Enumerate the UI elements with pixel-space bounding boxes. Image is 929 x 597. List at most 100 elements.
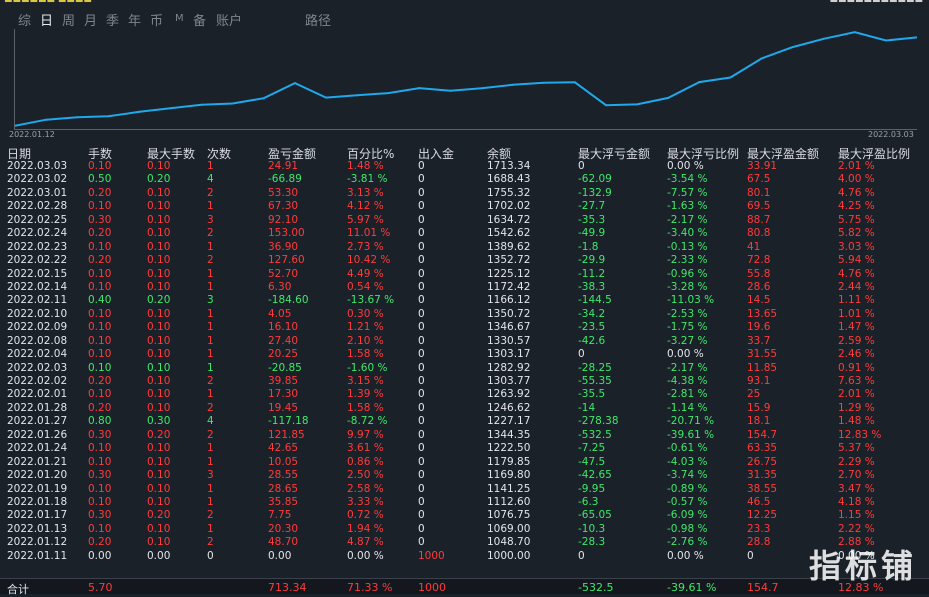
cell-8: 0 bbox=[578, 160, 585, 172]
tab-1[interactable]: 日 bbox=[40, 14, 54, 29]
col-header-3[interactable]: 次数 bbox=[207, 147, 232, 161]
cell-6: 0 bbox=[418, 482, 425, 495]
cell-1: 0.40 bbox=[88, 294, 112, 307]
cell-5: 0.54 % bbox=[347, 280, 384, 293]
cell-11: 1.11 % bbox=[838, 294, 875, 307]
cell-4: 53.30 bbox=[268, 186, 299, 199]
total-cell-5: 71.33 % bbox=[347, 581, 393, 594]
cell-6: 1000 bbox=[418, 549, 445, 562]
cell-7: 1713.34 bbox=[487, 160, 531, 172]
cell-3: 2 bbox=[207, 186, 214, 199]
tab-8[interactable]: 备 bbox=[193, 14, 207, 29]
cell-9: -11.03 % bbox=[667, 294, 715, 307]
col-header-11[interactable]: 最大浮盈比例 bbox=[838, 147, 911, 161]
cell-7: 1634.72 bbox=[487, 213, 531, 226]
cell-5: 1.58 % bbox=[347, 348, 384, 361]
cell-4: 6.30 bbox=[268, 280, 292, 293]
cell-10: 67.5 bbox=[747, 173, 771, 186]
table-row: 2022.01.19 0.10 0.10 1 28.65 2.58 % 0 1141.25 -9… bbox=[0, 483, 929, 496]
equity-point-20 bbox=[636, 103, 639, 106]
cell-0: 2022.03.03 bbox=[7, 160, 68, 172]
cell-0: 2022.02.10 bbox=[7, 307, 68, 320]
cell-5: 2.10 % bbox=[347, 334, 384, 347]
cell-9: -2.76 % bbox=[667, 536, 708, 549]
cell-7: 1225.12 bbox=[487, 267, 531, 280]
table-row: 2022.02.02 0.20 0.10 2 39.85 3.15 % 0 1303.77 -5… bbox=[0, 375, 929, 388]
cell-9: 0.00 % bbox=[667, 160, 704, 172]
col-header-8[interactable]: 最大浮亏金额 bbox=[578, 147, 651, 161]
cell-5: 5.97 % bbox=[347, 213, 384, 226]
col-header-10[interactable]: 最大浮盈金额 bbox=[747, 147, 820, 161]
cell-11: 1.47 % bbox=[838, 321, 875, 334]
tab-5[interactable]: 年 bbox=[128, 14, 142, 29]
tab-6[interactable]: 币 bbox=[150, 14, 164, 29]
cell-2: 0.10 bbox=[147, 536, 171, 549]
cell-6: 0 bbox=[418, 509, 425, 522]
top-right-text: ■■■■■■■■■■■ bbox=[829, 0, 923, 4]
cell-9: -2.53 % bbox=[667, 307, 708, 320]
cell-5: 4.12 % bbox=[347, 200, 384, 213]
col-header-2[interactable]: 最大手数 bbox=[147, 147, 196, 161]
cell-5: 1.21 % bbox=[347, 321, 384, 334]
cell-0: 2022.02.01 bbox=[7, 388, 68, 401]
cell-2: 0.20 bbox=[147, 509, 171, 522]
cell-9: -3.28 % bbox=[667, 280, 708, 293]
cell-6: 0 bbox=[418, 186, 425, 199]
cell-10: 18.1 bbox=[747, 415, 771, 428]
equity-point-29 bbox=[916, 36, 917, 39]
col-header-7[interactable]: 余额 bbox=[487, 147, 512, 161]
cell-10: 63.35 bbox=[747, 442, 778, 455]
col-header-6[interactable]: 出入金 bbox=[418, 147, 455, 161]
cell-9: -3.40 % bbox=[667, 227, 708, 240]
cell-1: 0.50 bbox=[88, 173, 112, 186]
equity-line-chart bbox=[15, 31, 917, 127]
tab-2[interactable]: 周 bbox=[62, 14, 76, 29]
cell-4: 52.70 bbox=[268, 267, 299, 280]
cell-3: 0 bbox=[207, 549, 214, 562]
equity-series-line bbox=[15, 31, 917, 127]
cell-5: -8.72 % bbox=[347, 415, 388, 428]
cell-2: 0.20 bbox=[147, 173, 171, 186]
col-header-5[interactable]: 百分比% bbox=[347, 147, 395, 161]
cell-3: 1 bbox=[207, 482, 214, 495]
cell-1: 0.30 bbox=[88, 213, 112, 226]
cell-8: -55.35 bbox=[578, 375, 612, 387]
cell-10: 93.1 bbox=[747, 375, 771, 387]
cell-4: 121.85 bbox=[268, 428, 305, 441]
cell-2: 0.10 bbox=[147, 186, 171, 199]
tab-0[interactable]: 综 bbox=[18, 14, 32, 29]
cell-6: 0 bbox=[418, 428, 425, 441]
cell-5: 1.58 % bbox=[347, 401, 384, 414]
cell-5: -3.81 % bbox=[347, 173, 388, 186]
cell-7: 1542.62 bbox=[487, 227, 531, 240]
col-header-9[interactable]: 最大浮亏比例 bbox=[667, 147, 740, 161]
tab-9[interactable]: 账户 bbox=[216, 14, 243, 29]
tab-7[interactable]: M bbox=[175, 13, 184, 24]
cell-11: 7.63 % bbox=[838, 375, 875, 387]
cell-9: -4.38 % bbox=[667, 375, 708, 387]
col-header-4[interactable]: 盈亏金额 bbox=[268, 147, 317, 161]
cell-11: 5.37 % bbox=[838, 442, 875, 455]
cell-8: 0 bbox=[578, 348, 585, 361]
cell-1: 0.20 bbox=[88, 254, 112, 267]
cell-0: 2022.01.13 bbox=[7, 522, 68, 535]
tab-4[interactable]: 季 bbox=[106, 14, 120, 29]
equity-point-8 bbox=[262, 97, 265, 100]
cell-4: 16.10 bbox=[268, 321, 299, 334]
cell-9: 0.00 % bbox=[667, 549, 704, 562]
tab-3[interactable]: 月 bbox=[84, 14, 98, 29]
cell-10: 31.55 bbox=[747, 348, 778, 361]
cell-11: 2.59 % bbox=[838, 334, 875, 347]
table-row: 2022.02.01 0.10 0.10 1 17.30 1.39 % 0 1263.92 -3… bbox=[0, 388, 929, 401]
cell-3: 1 bbox=[207, 495, 214, 508]
col-header-1[interactable]: 手数 bbox=[88, 147, 113, 161]
tab-10[interactable]: 路径 bbox=[305, 14, 332, 29]
cell-10: 15.9 bbox=[747, 401, 771, 414]
cell-2: 0.00 bbox=[147, 549, 171, 562]
col-header-0[interactable]: 日期 bbox=[7, 147, 32, 161]
cell-1: 0.10 bbox=[88, 321, 112, 334]
cell-8: -14 bbox=[578, 401, 596, 414]
cell-10: 80.1 bbox=[747, 186, 771, 199]
equity-point-7 bbox=[231, 102, 234, 105]
cell-6: 0 bbox=[418, 160, 425, 172]
